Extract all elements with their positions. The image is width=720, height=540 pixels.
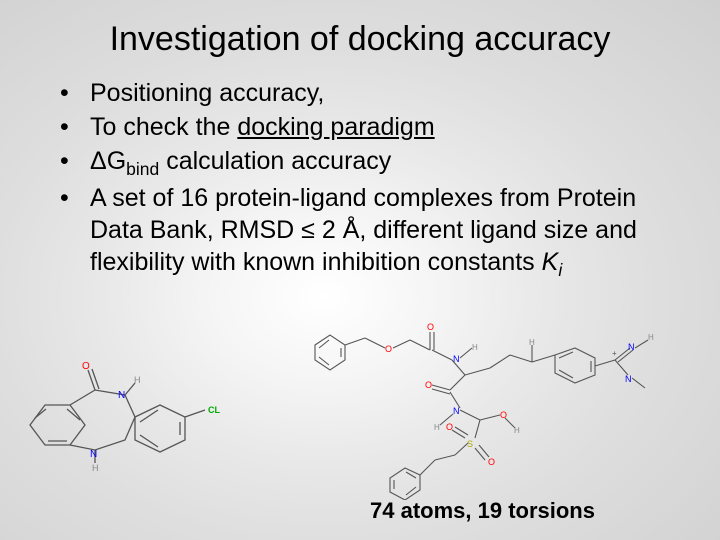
mol1-CL: CL — [208, 405, 220, 415]
bullet-4-ki-sub: i — [558, 260, 562, 280]
bullet-4: A set of 16 protein-ligand complexes fro… — [60, 182, 680, 281]
bullet-1: Positioning accuracy, — [60, 77, 680, 109]
mol2-N2: N — [453, 406, 460, 416]
mol2-O3: O — [425, 380, 432, 390]
mol2-H4: H — [648, 333, 654, 342]
mol2-H3: H — [529, 338, 535, 347]
mol2-O-sulf: O — [446, 422, 453, 432]
mol2-O5: O — [500, 410, 507, 420]
bullet-2-underline: docking paradigm — [237, 113, 434, 141]
slide: Investigation of docking accuracy Positi… — [0, 0, 720, 540]
mol1-N2: N — [90, 449, 97, 460]
mol1-N1: N — [118, 390, 125, 401]
mol2-N4: N — [625, 374, 632, 384]
mol2-H2: H — [434, 423, 440, 432]
bullet-3: ΔGbind calculation accuracy — [60, 145, 680, 180]
mol1-H2: H — [92, 463, 99, 473]
mol2-N1: N — [453, 354, 460, 364]
bullet-list: Positioning accuracy, To check the docki… — [60, 77, 680, 282]
mol2-S: S — [467, 439, 473, 449]
bullet-3-pre: ΔG — [90, 147, 126, 175]
molecule-1-structure: O N N H H CL — [10, 355, 260, 475]
mol2-N3: N — [628, 342, 635, 352]
mol2-H1: H — [472, 343, 478, 352]
mol2-O1: O — [385, 344, 392, 354]
bullet-4-ki: K — [542, 248, 559, 276]
mol1-O: O — [82, 361, 90, 372]
chemistry-area: O N N H H CL — [0, 330, 720, 510]
mol2-H5: H — [514, 426, 520, 435]
mol2-plus: + — [612, 349, 617, 358]
molecule-caption: 74 atoms, 19 torsions — [370, 498, 595, 524]
molecule-2-structure: O O O O O N N N N S H H H H H + O — [300, 310, 680, 500]
slide-title: Investigation of docking accuracy — [40, 20, 680, 59]
mol2-O4: O — [488, 457, 495, 467]
bullet-2: To check the docking paradigm — [60, 111, 680, 143]
bullet-1-text: Positioning accuracy, — [90, 79, 324, 107]
bullet-2-pre: To check the — [90, 113, 237, 141]
mol2-O2: O — [427, 322, 434, 332]
bullet-3-post: calculation accuracy — [159, 147, 391, 175]
mol1-H1: H — [134, 375, 141, 385]
bullet-3-sub: bind — [126, 159, 159, 179]
